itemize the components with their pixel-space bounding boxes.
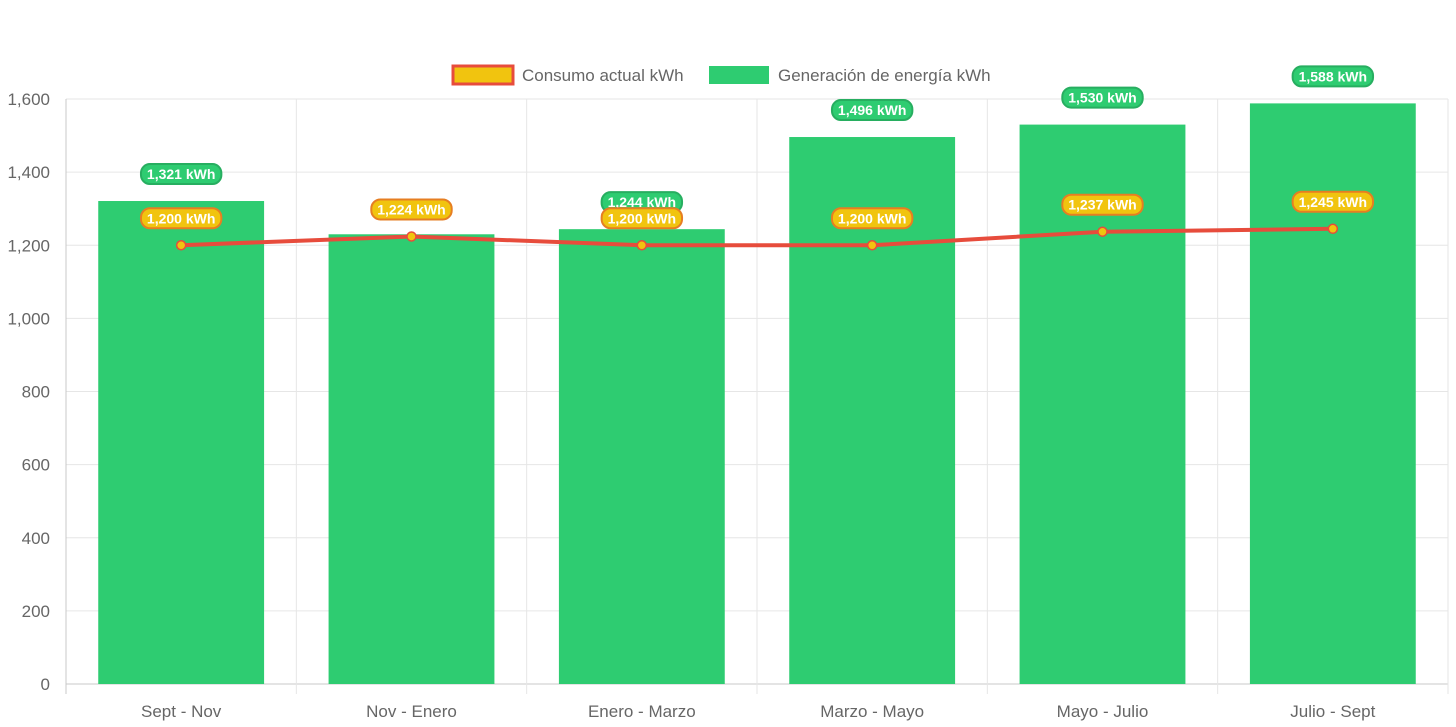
bar-data-label-text: 1,244 kWh bbox=[608, 194, 676, 210]
bar-data-label: 1,588 kWh bbox=[1291, 65, 1375, 88]
bar bbox=[328, 234, 495, 684]
line-point bbox=[1327, 223, 1339, 235]
x-axis: Sept - Nov Nov - Enero Enero - Marzo Marzo … bbox=[141, 702, 1376, 721]
bar-data-label-bg bbox=[1291, 65, 1375, 88]
line-point bbox=[636, 240, 648, 251]
line-data-label-bg bbox=[600, 207, 684, 230]
bar bbox=[1019, 124, 1186, 684]
bar bbox=[1249, 103, 1416, 684]
bar-data-label: 1,496 kWh bbox=[830, 99, 914, 122]
bar-data-label: 1,530 kWh bbox=[1061, 86, 1144, 109]
line-data-label-bg bbox=[1291, 190, 1375, 213]
data-labels: 1,321 kWh 1,244 kWh 1,496 kWh 1,530 kWh 1,58… bbox=[139, 65, 1375, 230]
line-point bbox=[1097, 226, 1108, 237]
y-axis: 0 200 400 600 800 1,000 1,200 1,400 1,600 bbox=[7, 90, 50, 694]
line-data-label-text: 1,200 kWh bbox=[147, 210, 215, 226]
line-data-label-text: 1,200 kWh bbox=[608, 210, 676, 226]
line-data-label-bg bbox=[370, 198, 453, 221]
line-data-label-text: 1,245 kWh bbox=[1299, 194, 1367, 210]
legend[interactable]: Consumo actual kWh Generación de energía … bbox=[451, 64, 991, 86]
legend-item-consumo[interactable]: Consumo actual kWh bbox=[451, 64, 684, 86]
line-series bbox=[175, 223, 1339, 251]
y-tick-label: 1,000 bbox=[7, 309, 50, 328]
line-data-label: 1,200 kWh bbox=[139, 207, 223, 230]
y-tick-label: 1,400 bbox=[7, 163, 50, 182]
line-data-label-text: 1,200 kWh bbox=[838, 210, 906, 226]
legend-label-consumo: Consumo actual kWh bbox=[522, 66, 684, 85]
grid bbox=[65, 98, 1449, 694]
x-tick-label: Marzo - Mayo bbox=[820, 702, 924, 721]
x-tick-label: Enero - Marzo bbox=[588, 702, 696, 721]
line-data-label: 1,200 kWh bbox=[830, 207, 914, 230]
bar-data-label-bg bbox=[1061, 86, 1144, 109]
line-data-label-bg bbox=[830, 207, 914, 230]
y-tick-label: 1,200 bbox=[7, 236, 50, 255]
y-tick-label: 0 bbox=[41, 675, 50, 694]
y-tick-label: 1,600 bbox=[7, 90, 50, 109]
x-tick-label: Julio - Sept bbox=[1290, 702, 1375, 721]
consumption-line bbox=[181, 226, 1333, 248]
legend-item-generacion[interactable]: Generación de energía kWh bbox=[709, 66, 991, 85]
line-data-label-text: 1,237 kWh bbox=[1068, 197, 1136, 213]
line-point bbox=[866, 240, 878, 251]
x-tick-label: Sept - Nov bbox=[141, 702, 222, 721]
bar-data-label-text: 1,530 kWh bbox=[1068, 90, 1136, 106]
legend-label-generacion: Generación de energía kWh bbox=[778, 66, 991, 85]
y-tick-label: 400 bbox=[22, 529, 50, 548]
y-tick-label: 600 bbox=[22, 456, 50, 475]
line-data-label: 1,224 kWh bbox=[370, 198, 453, 221]
x-tick-label: Mayo - Julio bbox=[1057, 702, 1149, 721]
legend-swatch-consumo bbox=[451, 64, 515, 86]
legend-swatch-generacion bbox=[709, 66, 769, 84]
line-data-label-text: 1,224 kWh bbox=[377, 201, 445, 217]
bar-data-label-text: 1,588 kWh bbox=[1299, 68, 1367, 84]
y-tick-label: 800 bbox=[22, 383, 50, 402]
bar-data-label-text: 1,321 kWh bbox=[147, 166, 215, 182]
line-data-label: 1,245 kWh bbox=[1291, 190, 1375, 213]
bar-data-label-bg bbox=[139, 163, 223, 186]
line-data-label-bg bbox=[1061, 193, 1144, 216]
line-data-label: 1,237 kWh bbox=[1061, 193, 1144, 216]
line-point bbox=[406, 231, 417, 242]
line-data-label: 1,200 kWh bbox=[600, 207, 684, 230]
line-point bbox=[175, 240, 187, 251]
bar-data-label-text: 1,496 kWh bbox=[838, 102, 906, 118]
bar-data-label: 1,321 kWh bbox=[139, 163, 223, 186]
bar-data-label-bg bbox=[830, 99, 914, 122]
y-tick-label: 200 bbox=[22, 602, 50, 621]
bar bbox=[98, 201, 265, 684]
bar bbox=[558, 229, 725, 684]
line-data-label-bg bbox=[139, 207, 223, 230]
x-tick-label: Nov - Enero bbox=[366, 702, 457, 721]
